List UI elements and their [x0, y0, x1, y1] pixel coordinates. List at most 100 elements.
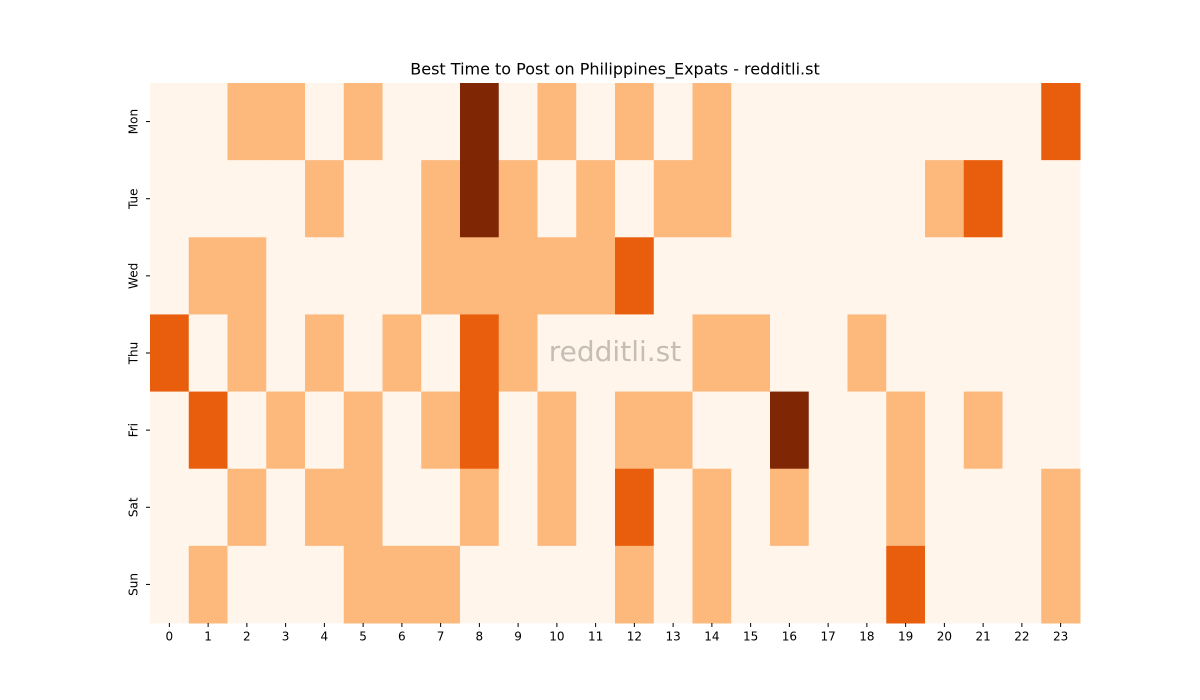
heat-cell [576, 160, 616, 238]
heat-cell [653, 83, 693, 161]
heat-cell [537, 468, 577, 547]
heat-cell [886, 83, 926, 161]
x-tick-label: 14 [704, 630, 719, 644]
heat-cell [770, 314, 810, 393]
heat-cell [963, 160, 1003, 238]
heat-cell [227, 237, 267, 315]
heat-cell [343, 468, 383, 547]
watermark: redditli.st [549, 335, 681, 368]
x-tick-label: 1 [204, 630, 212, 644]
heat-cell [1002, 391, 1042, 470]
heat-cell [498, 160, 538, 238]
heat-cell [963, 468, 1003, 547]
heat-cell [615, 83, 655, 161]
heat-cell [150, 545, 190, 624]
heat-cell [382, 237, 422, 315]
heat-cell [227, 468, 267, 547]
heat-cell [925, 545, 965, 624]
heat-cell [925, 391, 965, 470]
heat-cell [421, 545, 461, 624]
heat-cell [537, 237, 577, 315]
heat-cell [615, 237, 655, 315]
heat-cell [227, 314, 267, 393]
x-tick-label: 19 [898, 630, 913, 644]
heat-cell [731, 468, 771, 547]
x-tick-label: 9 [514, 630, 522, 644]
heat-cell [653, 237, 693, 315]
heat-cell [770, 545, 810, 624]
heat-cell [421, 83, 461, 161]
x-tick-label: 10 [549, 630, 564, 644]
heat-cell [692, 237, 732, 315]
heat-cell [227, 391, 267, 470]
heat-cell [266, 314, 306, 393]
x-tick-label: 23 [1053, 630, 1068, 644]
heat-cell [808, 545, 848, 624]
heat-cell [150, 391, 190, 470]
heat-cell [460, 468, 500, 547]
heat-cell [266, 545, 306, 624]
heat-cell [498, 83, 538, 161]
heat-cell [576, 545, 616, 624]
x-tick-label: 3 [282, 630, 290, 644]
heat-cell [421, 237, 461, 315]
heat-cell [576, 391, 616, 470]
heat-cell [343, 237, 383, 315]
heat-cell [615, 545, 655, 624]
heat-cell [576, 468, 616, 547]
x-tick-label: 13 [665, 630, 680, 644]
chart-title: Best Time to Post on Philippines_Expats … [410, 60, 819, 80]
heat-cell [382, 391, 422, 470]
heat-cell [808, 468, 848, 547]
heat-cell [653, 545, 693, 624]
heat-cell [847, 83, 887, 161]
x-tick-label: 16 [782, 630, 797, 644]
heat-cell [305, 545, 345, 624]
heat-cell [188, 83, 228, 161]
heat-cell [963, 545, 1003, 624]
heat-cell [1041, 160, 1081, 238]
y-tick-label: Sat [127, 497, 141, 517]
heat-cell [576, 83, 616, 161]
heat-cell [925, 237, 965, 315]
heat-cell [498, 314, 538, 393]
heat-cell [847, 237, 887, 315]
heat-cell [1041, 391, 1081, 470]
heat-cell [343, 160, 383, 238]
heat-cell [963, 237, 1003, 315]
heat-cell [886, 391, 926, 470]
heat-cell [537, 160, 577, 238]
heat-cell [1041, 468, 1081, 547]
heat-cell [188, 468, 228, 547]
heat-cell [653, 160, 693, 238]
x-tick-label: 8 [476, 630, 484, 644]
heat-cell [847, 160, 887, 238]
heat-cell [460, 545, 500, 624]
heat-cell [576, 314, 616, 393]
heat-cell [1041, 545, 1081, 624]
heat-cell [305, 83, 345, 161]
heat-cell [537, 83, 577, 161]
heat-cell [770, 83, 810, 161]
heat-cell [150, 314, 190, 393]
x-tick-label: 6 [398, 630, 406, 644]
heat-cell [305, 468, 345, 547]
heat-cell [886, 545, 926, 624]
heat-cell [305, 160, 345, 238]
heat-cell [692, 545, 732, 624]
heat-cell [498, 237, 538, 315]
heat-cell [266, 391, 306, 470]
heat-cell [692, 468, 732, 547]
heat-cell [305, 314, 345, 393]
heat-cell [615, 160, 655, 238]
heat-cell [692, 160, 732, 238]
x-tick-label: 5 [359, 630, 367, 644]
heat-cell [731, 391, 771, 470]
heat-cell [188, 391, 228, 470]
heat-cell [421, 160, 461, 238]
heat-cell [886, 314, 926, 393]
x-tick-label: 20 [937, 630, 952, 644]
heat-cell [460, 391, 500, 470]
